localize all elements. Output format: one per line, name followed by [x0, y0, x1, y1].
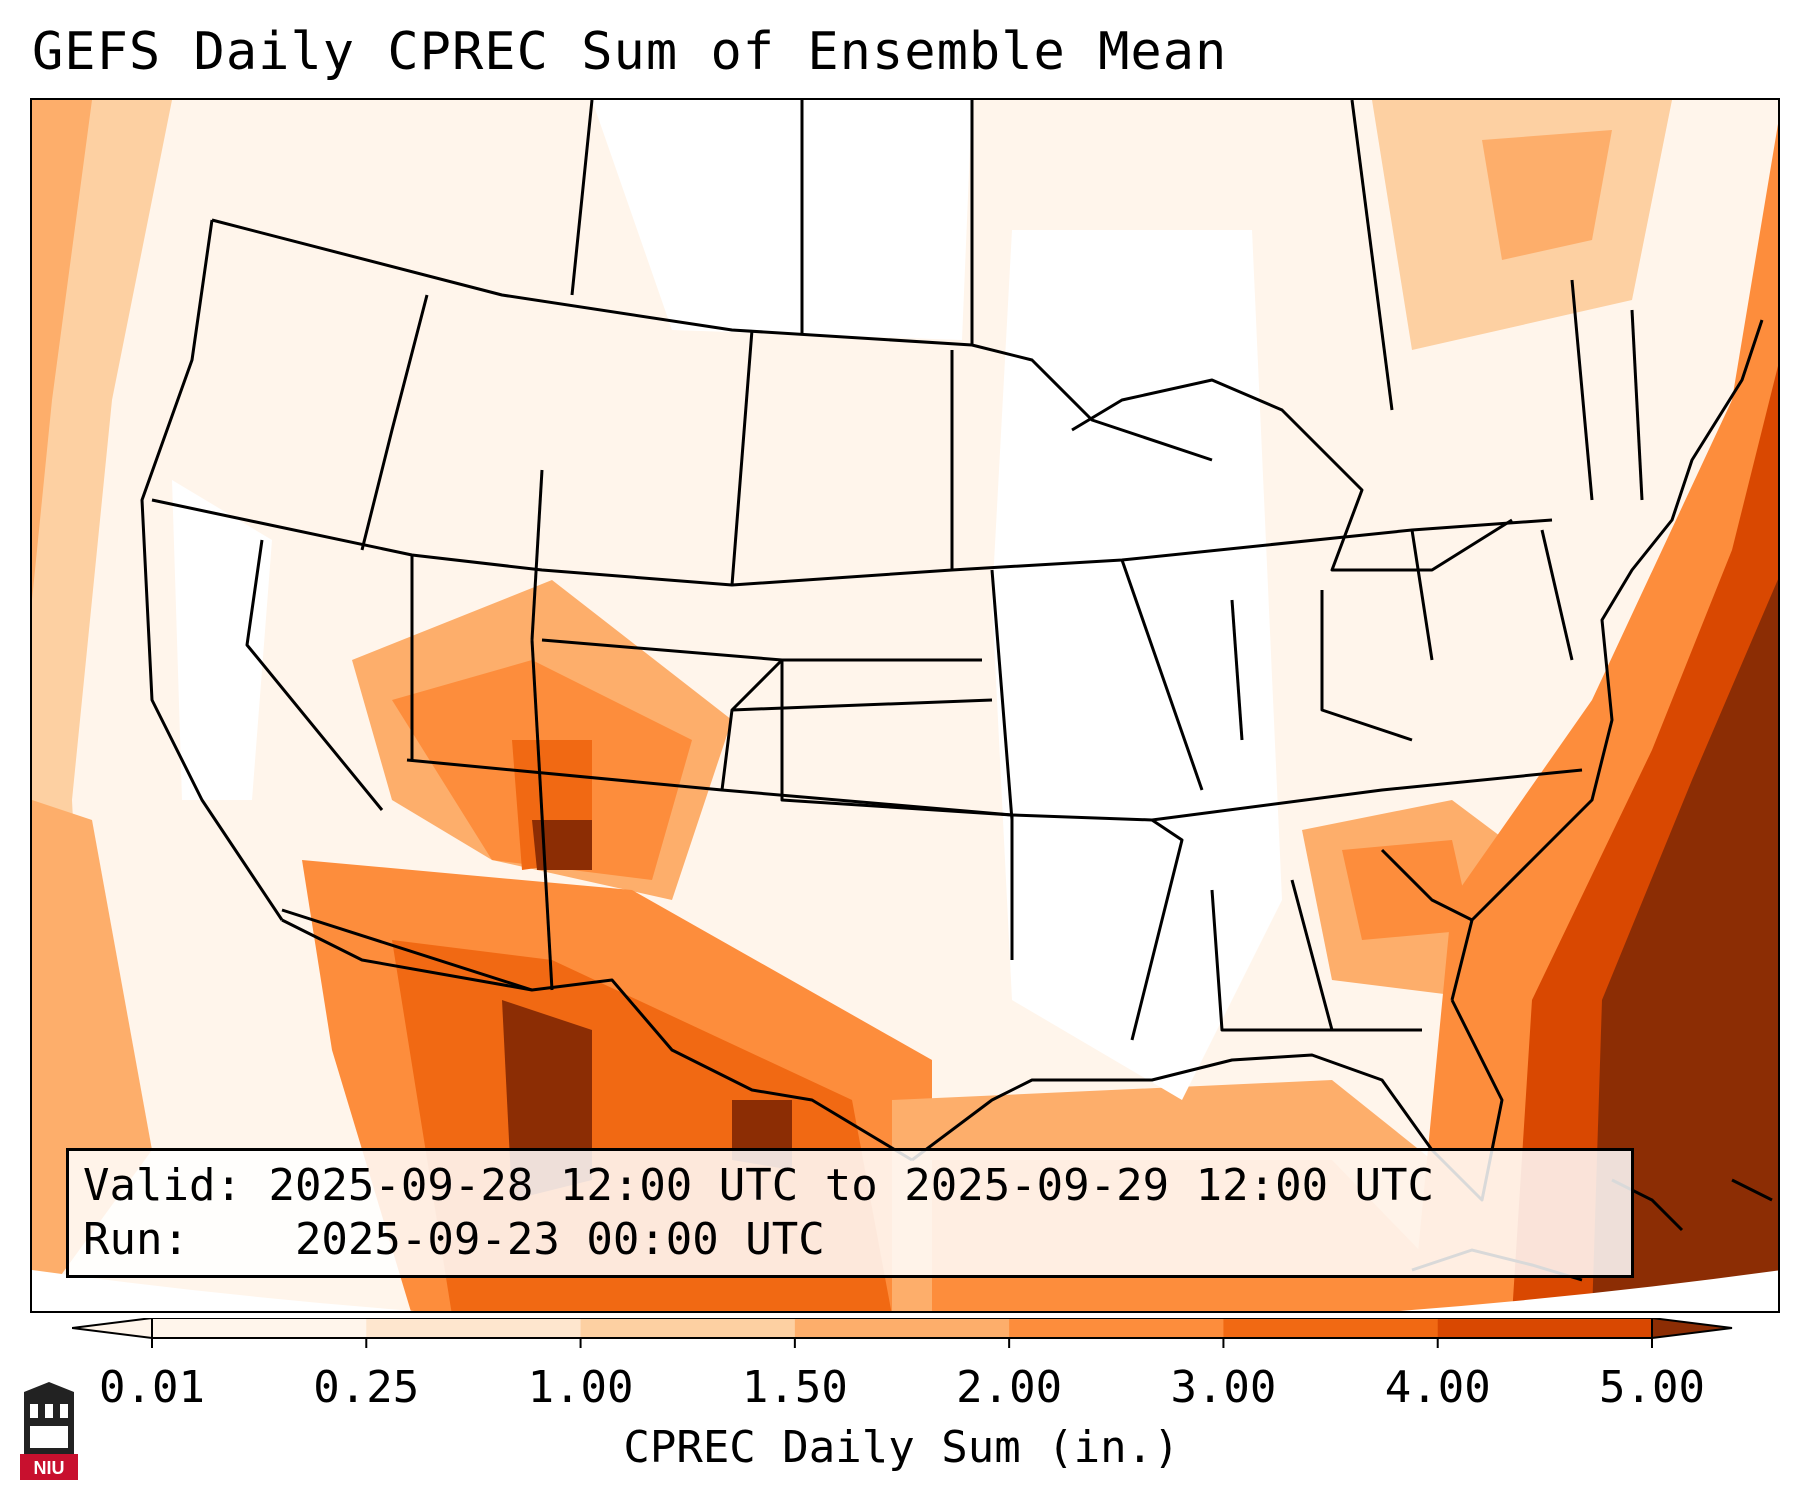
colorbar-segment: [1437, 1318, 1653, 1338]
colorbar-tick-label: 5.00: [1599, 1362, 1705, 1413]
colorbar-tick-label: 0.25: [313, 1362, 420, 1413]
niu-logo: NIU: [20, 1382, 78, 1480]
svg-text:NIU: NIU: [34, 1458, 65, 1478]
map-edge: [32, 1270, 1778, 1311]
colorbar-tick-label: 3.00: [1170, 1362, 1277, 1413]
colorbar-segment: [152, 1318, 367, 1338]
valid-label: Valid:: [83, 1160, 242, 1211]
colorbar-tick-label: 4.00: [1384, 1362, 1491, 1413]
colorbar-label: CPREC Daily Sum (in.): [623, 1422, 1180, 1473]
colorbar-tick-label: 1.00: [527, 1362, 634, 1413]
colorbar-segment: [580, 1318, 796, 1338]
precip-shading: [32, 100, 1778, 1311]
valid-value: 2025-09-28 12:00 UTC to 2025-09-29 12:00…: [268, 1160, 1435, 1211]
colorbar: [72, 1318, 1733, 1348]
colorbar-outline: [151, 1318, 1653, 1339]
colorbar-extend-high: [1651, 1318, 1733, 1340]
colorbar-segment: [366, 1318, 582, 1338]
colorbar-segment: [794, 1318, 1010, 1338]
precip-map: [32, 100, 1778, 1311]
map-title: GEFS Daily CPREC Sum of Ensemble Mean: [32, 22, 1228, 82]
state-borders: [140, 100, 1764, 1202]
validity-info-box: Valid: 2025-09-28 12:00 UTC to 2025-09-2…: [66, 1148, 1634, 1278]
map-panel: [30, 98, 1780, 1313]
run-label: Run:: [83, 1214, 189, 1265]
colorbar-segment: [1223, 1318, 1439, 1338]
colorbar-tick-label: 1.50: [741, 1362, 848, 1413]
run-value: 2025-09-23 00:00 UTC: [294, 1214, 825, 1265]
colorbar-extend-low: [72, 1318, 153, 1340]
colorbar-tick-label: 2.00: [956, 1362, 1063, 1413]
colorbar-segment: [1009, 1318, 1224, 1338]
colorbar-tick-label: 0.01: [99, 1362, 205, 1413]
